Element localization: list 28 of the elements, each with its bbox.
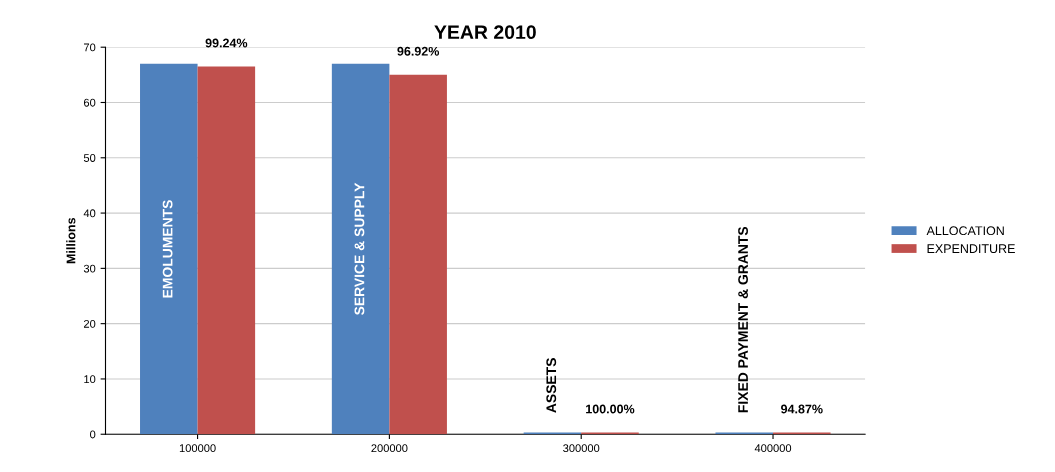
legend-label: ALLOCATION (926, 226, 1004, 236)
y-tick-label: 0 (90, 430, 96, 439)
x-tick-label: 100000 (179, 444, 216, 453)
y-tick-label: 30 (83, 264, 96, 273)
bar (331, 63, 390, 435)
x-tick-label: 400000 (754, 444, 792, 453)
annotation: 99.24% (205, 38, 248, 48)
annotation: SERVICE & SUPPLY (354, 182, 365, 316)
annotation: 100.00% (586, 404, 635, 414)
y-tick-label: 40 (83, 209, 96, 218)
bar (140, 63, 198, 435)
y-tick-label: 60 (83, 98, 96, 107)
y-tick-label: 10 (84, 375, 96, 384)
annotation: ASSETS (546, 358, 557, 413)
annotation: 96.92% (397, 46, 440, 56)
x-tick-label: 200000 (371, 444, 408, 453)
y-axis-title: Millions (66, 217, 76, 264)
legend-label: EXPENDITURE (927, 244, 1015, 254)
annotation: FIXED PAYMENT & GRANTS (738, 226, 748, 413)
annotation: 94.87% (781, 404, 823, 414)
chart-title: YEAR 2010 (434, 25, 536, 40)
bar (389, 74, 447, 435)
y-tick-label: 20 (83, 319, 96, 328)
x-tick-label: 300000 (563, 444, 600, 453)
y-tick-label: 70 (83, 43, 96, 52)
y-tick-label: 50 (83, 154, 96, 162)
annotation: EMOLUMENTS (162, 200, 173, 298)
bar (197, 66, 256, 435)
